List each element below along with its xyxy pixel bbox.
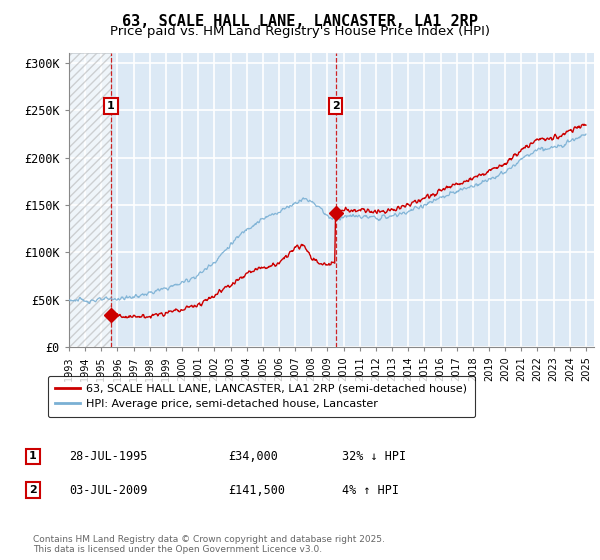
Text: 1: 1 [29, 451, 37, 461]
Text: 28-JUL-1995: 28-JUL-1995 [69, 450, 148, 463]
Text: Contains HM Land Registry data © Crown copyright and database right 2025.
This d: Contains HM Land Registry data © Crown c… [33, 535, 385, 554]
Text: 2: 2 [332, 101, 340, 111]
Text: 2: 2 [29, 485, 37, 495]
Text: £34,000: £34,000 [228, 450, 278, 463]
Bar [69, 53, 111, 347]
Text: 03-JUL-2009: 03-JUL-2009 [69, 483, 148, 497]
Text: 4% ↑ HPI: 4% ↑ HPI [342, 483, 399, 497]
Legend: 63, SCALE HALL LANE, LANCASTER, LA1 2RP (semi-detached house), HPI: Average pric: 63, SCALE HALL LANE, LANCASTER, LA1 2RP … [47, 376, 475, 417]
Text: 1: 1 [107, 101, 115, 111]
Text: Price paid vs. HM Land Registry's House Price Index (HPI): Price paid vs. HM Land Registry's House … [110, 25, 490, 38]
Text: 32% ↓ HPI: 32% ↓ HPI [342, 450, 406, 463]
Text: 63, SCALE HALL LANE, LANCASTER, LA1 2RP: 63, SCALE HALL LANE, LANCASTER, LA1 2RP [122, 14, 478, 29]
Text: £141,500: £141,500 [228, 483, 285, 497]
